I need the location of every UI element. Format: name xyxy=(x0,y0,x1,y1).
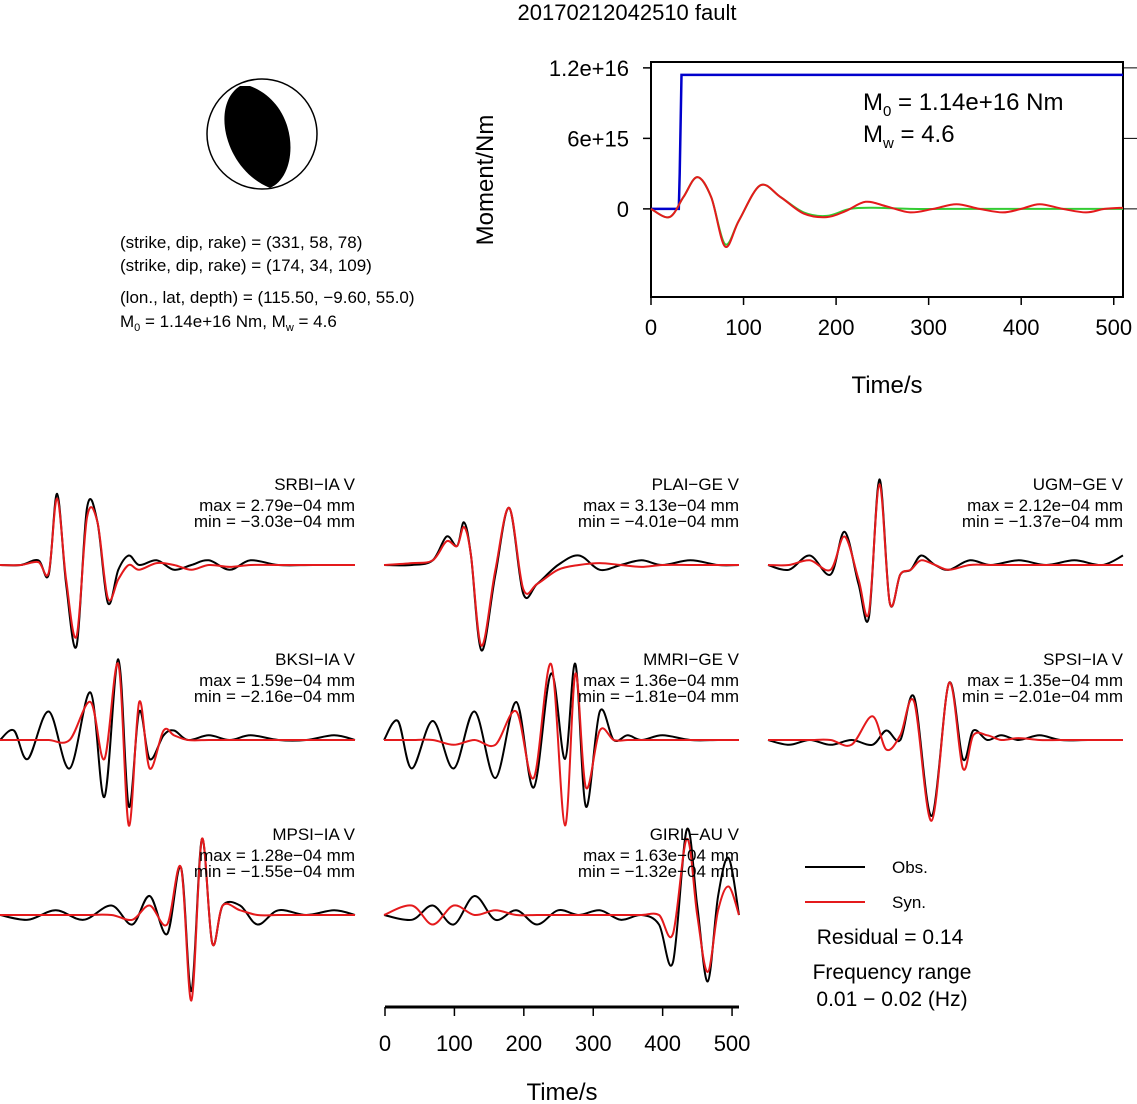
annot-m0-value: = 1.14e+16 Nm xyxy=(891,89,1063,116)
station-min: min = −2.16e−04 mm xyxy=(194,687,355,706)
station-max: max = 1.35e−04 mm xyxy=(967,671,1123,690)
mw-value: = 4.6 xyxy=(294,312,337,331)
station-label: SRBI−IA V xyxy=(274,475,355,494)
station-max: max = 2.79e−04 mm xyxy=(199,496,355,515)
station-min: min = −1.55e−04 mm xyxy=(194,862,355,881)
moment-cumulative-line xyxy=(651,73,1123,211)
station-label: GIRL−AU V xyxy=(650,825,740,844)
waveform-x-tick-label: 100 xyxy=(436,1031,473,1056)
moment-x-tick-label: 400 xyxy=(1003,315,1040,340)
synthetic-waveform xyxy=(767,483,1123,618)
frequency-range-value: 0.01 − 0.02 (Hz) xyxy=(816,988,967,1011)
station-max: max = 1.59e−04 mm xyxy=(199,671,355,690)
annot-mw-value: = 4.6 xyxy=(894,121,955,148)
station-label: BKSI−IA V xyxy=(275,650,356,669)
m0-value: = 1.14e+16 Nm, M xyxy=(140,312,286,331)
moment-plot-frame xyxy=(650,61,1124,298)
moment-y-tick-label: 0 xyxy=(617,197,629,222)
m0-subscript: 0 xyxy=(134,322,140,334)
nodal-plane-1: (strike, dip, rake) = (331, 58, 78) xyxy=(120,233,362,252)
moment-rate-red-line xyxy=(650,176,1124,248)
station-max: max = 1.63e−04 mm xyxy=(583,846,739,865)
moment-x-tick-label: 500 xyxy=(1095,315,1132,340)
moment-y-tick-label: 6e+15 xyxy=(567,126,629,151)
moment-rate-green-line xyxy=(650,176,1123,246)
station-label: SPSI−IA V xyxy=(1043,650,1124,669)
moment-x-tick-label: 0 xyxy=(645,315,657,340)
observed-waveform xyxy=(0,658,356,808)
moment-y-tick-label: 1.2e+16 xyxy=(549,56,629,81)
station-min: min = −4.01e−04 mm xyxy=(578,512,739,531)
station-label: UGM−GE V xyxy=(1033,475,1124,494)
annot-m0-symbol: M xyxy=(863,89,883,116)
moment-x-tick-label: 100 xyxy=(725,315,762,340)
frequency-range-label: Frequency range xyxy=(813,961,972,984)
moment-x-tick-label: 200 xyxy=(818,315,855,340)
station-max: max = 3.13e−04 mm xyxy=(583,496,739,515)
hypocenter-location: (lon., lat, depth) = (115.50, −9.60, 55.… xyxy=(120,288,415,307)
m0-symbol: M xyxy=(120,312,134,331)
annot-mw-symbol: M xyxy=(863,121,883,148)
synthetic-waveform xyxy=(0,497,355,639)
annot-m0-subscript: 0 xyxy=(883,103,891,120)
synthetic-waveform xyxy=(767,681,1123,822)
waveform-x-tick-label: 400 xyxy=(644,1031,681,1056)
synthetic-waveform xyxy=(383,837,740,974)
station-max: max = 2.12e−04 mm xyxy=(967,496,1123,515)
beachball-diagram xyxy=(206,78,318,190)
synthetic-waveform xyxy=(0,662,355,827)
nodal-plane-2: (strike, dip, rake) = (174, 34, 109) xyxy=(120,256,372,275)
waveform-x-tick-label: 500 xyxy=(714,1031,751,1056)
waveform-time-axis: 0 100 200 300 400 500 xyxy=(379,1005,751,1056)
synthetic-waveform xyxy=(383,506,739,647)
station-min: min = −2.01e−04 mm xyxy=(962,687,1123,706)
annot-mw-subscript: w xyxy=(882,135,894,152)
residual-text: Residual = 0.14 xyxy=(817,926,964,949)
waveform-xlabel: Time/s xyxy=(526,1079,597,1104)
station-max: max = 1.36e−04 mm xyxy=(583,671,739,690)
observed-waveform xyxy=(0,837,356,993)
mw-subscript: w xyxy=(285,322,294,334)
synthetic-waveform xyxy=(383,662,739,827)
station-min: min = −1.32e−04 mm xyxy=(578,862,739,881)
m0-annotation: M0 = 1.14e+16 Nm xyxy=(863,89,1063,120)
legend-obs-label: Obs. xyxy=(892,858,928,877)
moment-plot-xlabel: Time/s xyxy=(851,372,922,399)
station-min: min = −1.37e−04 mm xyxy=(962,512,1123,531)
moment-plot-ylabel: Moment/Nm xyxy=(472,115,499,246)
page-title: 20170212042510 fault xyxy=(518,0,737,25)
legend: Obs. Syn. xyxy=(805,858,928,912)
waveform-x-tick-label: 300 xyxy=(575,1031,612,1056)
station-min: min = −1.81e−04 mm xyxy=(578,687,739,706)
station-label: MPSI−IA V xyxy=(272,825,355,844)
station-label: PLAI−GE V xyxy=(652,475,740,494)
waveform-x-tick-label: 200 xyxy=(505,1031,542,1056)
beachball-compression-quadrant xyxy=(224,86,291,188)
station-label: MMRI−GE V xyxy=(643,650,740,669)
moment-magnitude-summary: M0 = 1.14e+16 Nm, Mw = 4.6 xyxy=(120,312,337,334)
mw-annotation: Mw = 4.6 xyxy=(863,121,955,152)
legend-syn-label: Syn. xyxy=(892,893,926,912)
synthetic-waveform xyxy=(0,837,355,1002)
station-max: max = 1.28e−04 mm xyxy=(199,846,355,865)
waveform-x-tick-label: 0 xyxy=(379,1031,391,1056)
station-min: min = −3.03e−04 mm xyxy=(194,512,355,531)
moment-x-tick-label: 300 xyxy=(910,315,947,340)
